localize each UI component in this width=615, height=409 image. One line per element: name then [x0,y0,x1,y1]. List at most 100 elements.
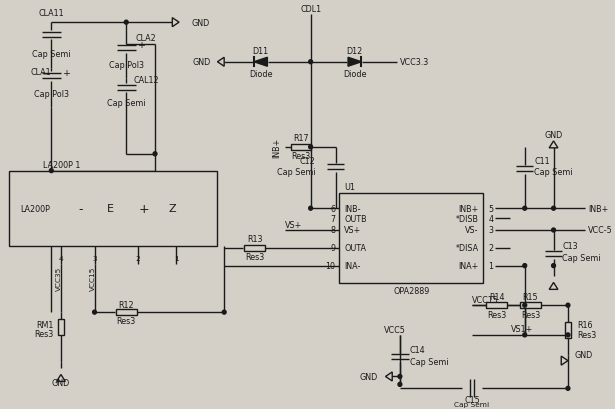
Text: 8: 8 [331,226,336,235]
Text: 3: 3 [92,255,97,261]
Text: D12: D12 [347,47,363,56]
Text: OUTB: OUTB [344,214,367,223]
Text: D11: D11 [253,47,269,56]
Bar [244,245,266,251]
Polygon shape [348,58,362,67]
Text: VS+: VS+ [344,226,362,235]
Circle shape [523,333,526,337]
Polygon shape [218,58,224,67]
Text: CAL12: CAL12 [134,76,159,85]
Text: 4: 4 [488,214,493,223]
Text: -: - [79,202,84,215]
Circle shape [398,375,402,378]
Text: R13: R13 [247,235,263,244]
Text: Cap Semi: Cap Semi [454,401,490,407]
Text: LA200P: LA200P [20,204,50,213]
Text: Cap Semi: Cap Semi [32,50,71,59]
Text: Res3: Res3 [577,330,597,339]
Text: Cap Semi: Cap Semi [562,254,601,263]
Text: R15: R15 [523,292,538,301]
Text: GND: GND [360,372,378,381]
Text: U1: U1 [344,182,355,191]
Text: R12: R12 [119,300,134,309]
Circle shape [566,303,570,308]
Text: C15: C15 [464,395,480,404]
Text: Res3: Res3 [487,310,507,319]
Text: CDL1: CDL1 [300,5,321,14]
Text: R16: R16 [577,321,593,330]
Text: 6: 6 [331,204,336,213]
Circle shape [49,169,54,173]
Text: E: E [106,204,113,213]
Text: VS+: VS+ [285,220,302,229]
Text: 1: 1 [488,261,493,270]
Text: Cap Semi: Cap Semi [534,168,573,177]
Text: INB+: INB+ [458,204,478,213]
Text: INA-: INA- [344,261,360,270]
Circle shape [523,303,526,308]
Text: CLA11: CLA11 [39,9,64,18]
Text: 7: 7 [330,214,336,223]
Text: Diode: Diode [343,70,367,79]
Text: RM1: RM1 [36,320,54,329]
Text: C13: C13 [562,242,578,251]
Circle shape [566,333,570,337]
Bar [116,309,137,315]
Polygon shape [386,372,392,381]
Circle shape [552,229,555,232]
Text: Res3: Res3 [245,253,264,262]
Circle shape [153,153,157,156]
Text: 10: 10 [325,261,336,270]
Circle shape [523,264,526,268]
Bar [486,303,507,308]
Text: 3: 3 [488,226,493,235]
Text: Res3: Res3 [34,330,54,339]
Text: GND: GND [52,378,70,387]
Text: +: + [63,69,71,78]
Text: R17: R17 [293,134,309,143]
Circle shape [523,207,526,211]
Text: Cap Pol3: Cap Pol3 [34,90,69,99]
Text: VCC35: VCC35 [56,266,62,290]
Text: +: + [138,202,149,215]
Text: Cap Semi: Cap Semi [277,168,315,177]
Text: Res3: Res3 [292,152,311,161]
Bar [565,322,571,338]
Text: GND: GND [574,351,593,360]
Polygon shape [254,58,268,67]
Circle shape [222,310,226,315]
Text: VCC15: VCC15 [472,295,499,304]
Circle shape [398,382,402,387]
Text: Z: Z [169,204,176,213]
Polygon shape [172,19,179,27]
Text: GND: GND [544,131,563,140]
Text: CLA2: CLA2 [136,34,157,43]
Circle shape [124,21,128,25]
Text: Diode: Diode [249,70,272,79]
Text: C12: C12 [300,157,315,166]
Text: VS-: VS- [465,226,478,235]
Text: C11: C11 [534,157,550,166]
Text: 9: 9 [330,244,336,253]
Text: Res3: Res3 [521,310,540,319]
Text: CLA1: CLA1 [30,68,51,77]
Text: 1: 1 [174,255,178,261]
Text: OPA2889: OPA2889 [393,286,430,295]
Polygon shape [561,356,568,365]
Bar [292,144,311,151]
Text: *DISA: *DISA [456,244,478,253]
Text: INB+: INB+ [588,204,608,213]
Text: +: + [138,41,146,50]
Text: OUTA: OUTA [344,244,366,253]
Circle shape [309,146,312,149]
Text: INB-: INB- [344,204,361,213]
Polygon shape [57,375,65,382]
Circle shape [552,264,555,268]
Circle shape [309,207,312,211]
Text: 2: 2 [488,244,493,253]
Text: Cap Semi: Cap Semi [410,357,448,366]
Text: Res3: Res3 [117,316,136,325]
Text: INB+: INB+ [272,137,282,157]
Text: C14: C14 [410,345,425,354]
Text: VS1+: VS1+ [510,325,533,334]
